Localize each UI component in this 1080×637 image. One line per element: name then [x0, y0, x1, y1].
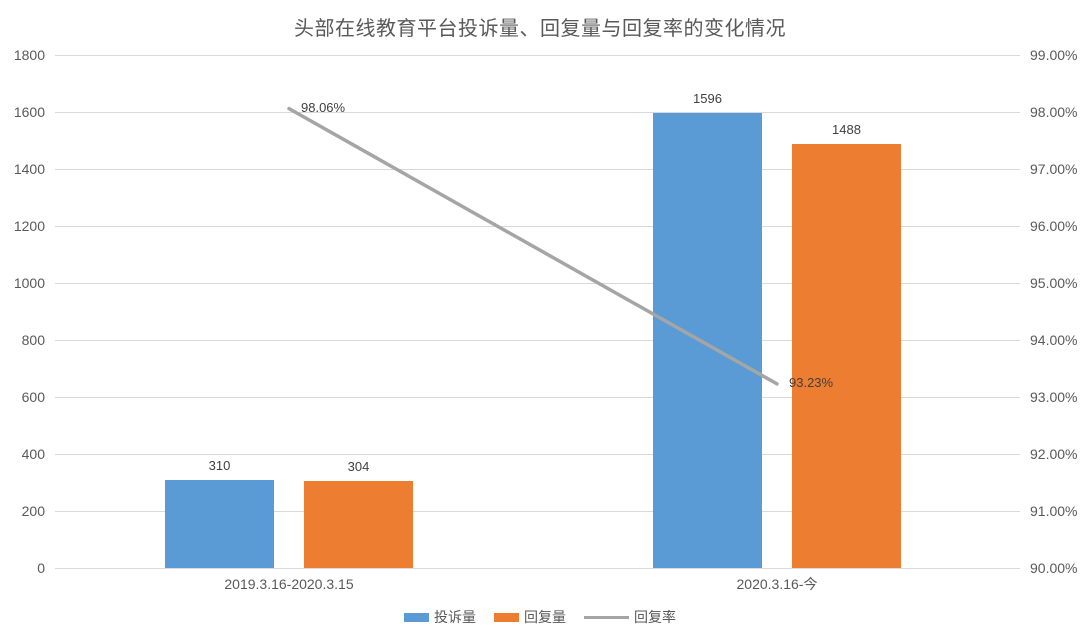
y-left-tick-label: 200 [21, 503, 45, 519]
legend: 投诉量 回复量 回复率 [0, 604, 1080, 630]
y-left-tick-label: 0 [37, 560, 45, 576]
x-category-label: 2020.3.16-今 [736, 576, 818, 592]
gridline [55, 453, 1020, 455]
y-right-tick-label: 98.00% [1030, 104, 1078, 120]
y-right-tick-label: 94.00% [1030, 332, 1078, 348]
gridline [55, 111, 1020, 113]
y-right-tick-label: 96.00% [1030, 218, 1078, 234]
legend-item-replies: 回复量 [494, 608, 566, 626]
legend-replies-label: 回复量 [524, 609, 566, 625]
gridline [55, 54, 1020, 56]
reply-rate-point-label: 93.23% [789, 374, 834, 390]
y-left-tick-label: 1600 [13, 104, 45, 120]
replies-bar-value-label: 1488 [832, 121, 861, 137]
y-right-tick-label: 99.00% [1030, 47, 1078, 63]
y-left-tick-label: 400 [21, 446, 45, 462]
complaints-bar [653, 113, 762, 568]
y-right-tick-label: 92.00% [1030, 446, 1078, 462]
y-right-tick-label: 90.00% [1030, 560, 1078, 576]
replies-bar [792, 143, 901, 568]
replies-bar [304, 481, 413, 568]
legend-item-reply-rate: 回复率 [584, 608, 676, 626]
legend-item-complaints: 投诉量 [404, 608, 476, 626]
y-left-tick-label: 1000 [13, 275, 45, 291]
y-right-tick-label: 91.00% [1030, 503, 1078, 519]
complaints-bar-value-label: 310 [208, 457, 231, 473]
y-left-tick-label: 1200 [13, 218, 45, 234]
y-right-tick-label: 93.00% [1030, 389, 1078, 405]
chart-title: 头部在线教育平台投诉量、回复量与回复率的变化情况 [294, 18, 786, 40]
legend-complaints-swatch [404, 612, 429, 622]
legend-reply-rate-swatch [584, 615, 629, 619]
complaints-bar-value-label: 1596 [693, 91, 722, 107]
y-left-tick-label: 1400 [13, 161, 45, 177]
y-left-tick-label: 1800 [13, 47, 45, 63]
y-right-tick-label: 95.00% [1030, 275, 1078, 291]
reply-rate-point-label: 98.06% [301, 99, 346, 115]
legend-replies-swatch [494, 612, 519, 622]
gridline [55, 510, 1020, 512]
gridline [55, 396, 1020, 398]
complaints-bar [165, 479, 274, 568]
legend-reply-rate-label: 回复率 [634, 609, 676, 625]
legend-complaints-label: 投诉量 [434, 609, 476, 625]
x-category-label: 2019.3.16-2020.3.15 [224, 576, 354, 592]
y-left-tick-label: 800 [21, 332, 45, 348]
y-right-tick-label: 97.00% [1030, 161, 1078, 177]
y-left-tick-label: 600 [21, 389, 45, 405]
gridline [55, 567, 1020, 569]
replies-bar-value-label: 304 [347, 459, 370, 475]
